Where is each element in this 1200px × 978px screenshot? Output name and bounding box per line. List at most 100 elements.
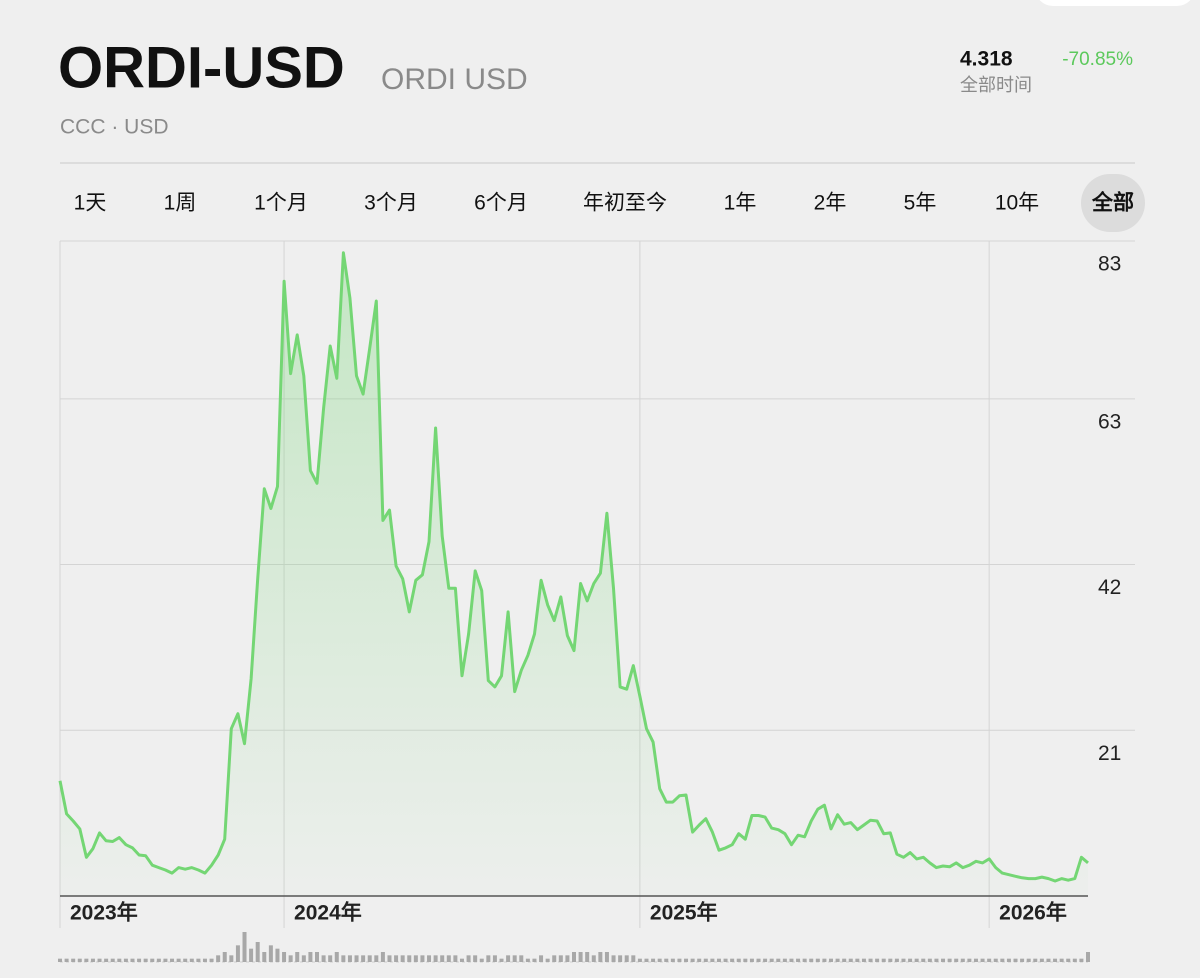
volume-bar bbox=[446, 955, 451, 962]
volume-bar bbox=[1000, 958, 1005, 962]
volume-bar bbox=[367, 955, 372, 962]
volume-bar bbox=[861, 958, 866, 962]
volume-bar bbox=[262, 952, 267, 962]
volume-bar bbox=[90, 958, 95, 962]
tab[interactable]: 1天 bbox=[74, 192, 107, 215]
volume-bar bbox=[407, 955, 412, 962]
volume-bar bbox=[347, 955, 352, 962]
volume-bar bbox=[908, 958, 913, 962]
volume-bar bbox=[835, 958, 840, 962]
volume-bar bbox=[202, 958, 207, 962]
volume-bar bbox=[183, 958, 188, 962]
volume-bar bbox=[519, 955, 524, 962]
volume-bar bbox=[993, 958, 998, 962]
tab[interactable]: 1个月 bbox=[254, 192, 308, 215]
volume-bar bbox=[275, 948, 280, 962]
volume-bar bbox=[914, 958, 919, 962]
volume-bar bbox=[552, 955, 557, 962]
volume-bar bbox=[1072, 958, 1077, 962]
volume-bar bbox=[110, 958, 115, 962]
tab[interactable]: 5年 bbox=[904, 192, 937, 215]
volume-bar bbox=[156, 958, 161, 962]
volume-bar bbox=[1020, 958, 1025, 962]
y-tick-label: 83 bbox=[1098, 253, 1121, 276]
volume-bar bbox=[479, 958, 484, 962]
volume-bar bbox=[308, 952, 313, 962]
volume-bar bbox=[466, 955, 471, 962]
volume-bar bbox=[809, 958, 814, 962]
volume-bar bbox=[394, 955, 399, 962]
volume-bar bbox=[618, 955, 623, 962]
volume-bar bbox=[637, 958, 642, 962]
volume-bar bbox=[763, 958, 768, 962]
volume-bar bbox=[315, 952, 319, 962]
volume-bar bbox=[789, 958, 794, 962]
volume-bar bbox=[64, 958, 69, 962]
volume-bar bbox=[249, 948, 254, 962]
volume-bar bbox=[769, 958, 774, 962]
volume-bar bbox=[170, 958, 175, 962]
volume-bar bbox=[947, 958, 952, 962]
top-pill bbox=[1039, 0, 1191, 6]
volume-bar bbox=[222, 952, 227, 962]
volume-bar bbox=[486, 955, 491, 962]
volume-bar bbox=[1013, 958, 1018, 962]
volume-bar bbox=[235, 945, 240, 962]
volume-bar bbox=[1086, 952, 1090, 962]
tab[interactable]: 1年 bbox=[724, 192, 757, 215]
volume-bar bbox=[539, 955, 544, 962]
volume-bar bbox=[440, 955, 445, 962]
volume-bar bbox=[1033, 958, 1038, 962]
volume-bar bbox=[532, 958, 537, 962]
volume-bar bbox=[604, 952, 609, 962]
volume-bar bbox=[565, 955, 570, 962]
tab[interactable]: 1周 bbox=[164, 192, 197, 215]
tab[interactable]: 6个月 bbox=[474, 192, 528, 215]
tab[interactable]: 2年 bbox=[814, 192, 847, 215]
volume-bar bbox=[802, 958, 807, 962]
volume-bar bbox=[644, 958, 649, 962]
tab[interactable]: 10年 bbox=[995, 192, 1039, 215]
volume-bar bbox=[730, 958, 735, 962]
volume-bar bbox=[973, 958, 978, 962]
volume-bar bbox=[229, 955, 234, 962]
tab[interactable]: 3个月 bbox=[364, 192, 418, 215]
volume-bar bbox=[77, 958, 82, 962]
volume-bar bbox=[288, 955, 293, 962]
x-tick-label: 2023年 bbox=[70, 901, 138, 925]
volume-bar bbox=[1026, 958, 1031, 962]
volume-bar bbox=[624, 955, 629, 962]
volume-bar bbox=[282, 952, 287, 962]
tab[interactable]: 年初至今 bbox=[583, 192, 667, 215]
volume-bar bbox=[242, 932, 247, 962]
volume-bar bbox=[776, 958, 781, 962]
volume-bar bbox=[690, 958, 695, 962]
x-tick-label: 2025年 bbox=[650, 901, 718, 925]
volume-bar bbox=[268, 945, 273, 962]
volume-bar bbox=[901, 958, 906, 962]
volume-bar bbox=[380, 952, 385, 962]
volume-bar bbox=[525, 958, 530, 962]
volume-bar bbox=[815, 958, 820, 962]
volume-bar bbox=[163, 958, 168, 962]
volume-bar bbox=[934, 958, 939, 962]
volume-bar bbox=[387, 955, 392, 962]
volume-bar bbox=[743, 958, 748, 962]
tab[interactable]: 全部 bbox=[1091, 191, 1134, 215]
volume-bar bbox=[1066, 958, 1071, 962]
volume-bar bbox=[598, 952, 603, 962]
volume-bar bbox=[921, 958, 926, 962]
volume-bar bbox=[433, 955, 438, 962]
asset-name: ORDI USD bbox=[381, 63, 528, 96]
volume-bar bbox=[413, 955, 418, 962]
exchange: CCC · USD bbox=[60, 116, 169, 139]
volume-bar bbox=[960, 958, 965, 962]
volume-bar bbox=[888, 958, 893, 962]
volume-bar bbox=[868, 958, 873, 962]
volume-bar bbox=[631, 955, 636, 962]
volume-bar bbox=[829, 958, 833, 962]
volume-bar bbox=[927, 958, 932, 962]
volume-bar bbox=[374, 955, 379, 962]
